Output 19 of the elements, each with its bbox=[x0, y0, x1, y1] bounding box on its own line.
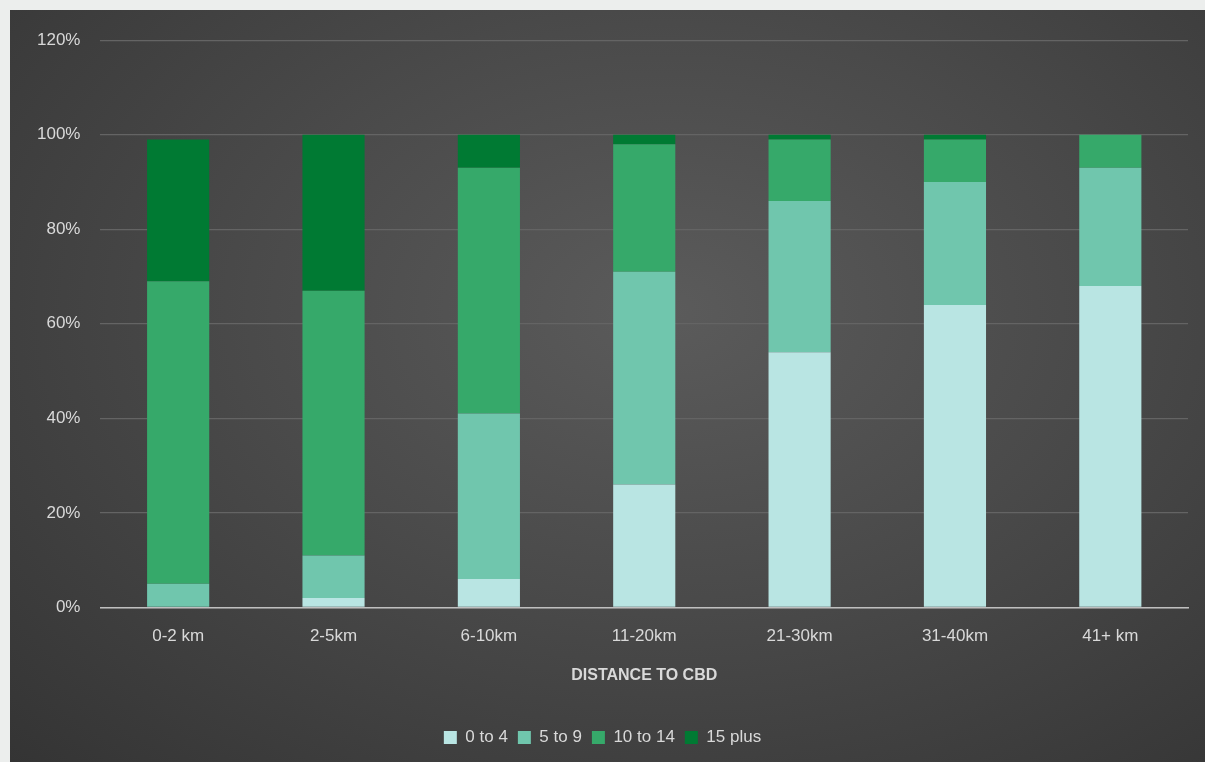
y-tick-label: 40% bbox=[46, 408, 81, 428]
y-tick-label: 20% bbox=[46, 502, 81, 522]
x-tick-label: 6-10km bbox=[460, 626, 518, 646]
legend-label: 10 to 14 bbox=[613, 727, 675, 747]
y-tick-label: 60% bbox=[46, 313, 81, 333]
x-tick-label: 2-5km bbox=[309, 626, 358, 646]
x-tick-label: 0-2 km bbox=[152, 626, 205, 646]
x-tick-label: 31-40km bbox=[921, 626, 989, 646]
y-tick-label: 100% bbox=[37, 124, 81, 144]
legend-label: 5 to 9 bbox=[539, 727, 582, 747]
x-axis-title: DISTANCE TO CBD bbox=[571, 665, 718, 683]
y-tick-label: 120% bbox=[37, 29, 81, 49]
x-tick-label: 41+ km bbox=[1082, 626, 1139, 646]
legend-label: 15 plus bbox=[706, 727, 762, 747]
y-tick-label: 0% bbox=[55, 597, 81, 617]
legend-label: 0 to 4 bbox=[465, 727, 508, 747]
x-tick-label: 21-30km bbox=[766, 626, 833, 646]
y-tick-label: 80% bbox=[46, 218, 81, 238]
x-tick-label: 11-20km bbox=[611, 626, 677, 646]
